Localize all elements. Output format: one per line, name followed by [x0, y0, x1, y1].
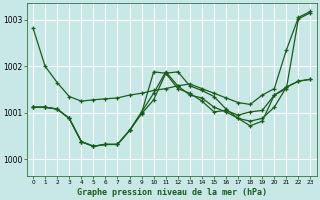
X-axis label: Graphe pression niveau de la mer (hPa): Graphe pression niveau de la mer (hPa) — [77, 188, 267, 197]
